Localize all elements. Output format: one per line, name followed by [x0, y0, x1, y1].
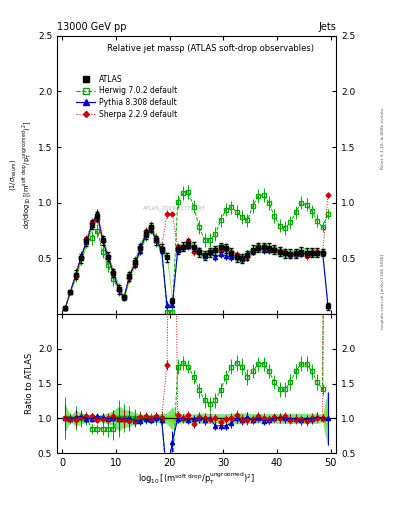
X-axis label: $\log_{10}$[(m$^{\mathrm{soft\ drop}}$/p$_\mathrm{T}^{\mathrm{ungroomed}}$)$^{2}: $\log_{10}$[(m$^{\mathrm{soft\ drop}}$/p…	[138, 471, 255, 487]
Text: mcplots.cern.ch [arXiv:1306.3436]: mcplots.cern.ch [arXiv:1306.3436]	[381, 254, 385, 329]
Text: ATLAS_2019_I1772093: ATLAS_2019_I1772093	[143, 205, 206, 211]
Y-axis label: Ratio to ATLAS: Ratio to ATLAS	[25, 353, 33, 414]
Text: 13000 GeV pp: 13000 GeV pp	[57, 22, 127, 32]
Text: Rivet 3.1.10, ≥ 400k events: Rivet 3.1.10, ≥ 400k events	[381, 108, 385, 169]
Text: Jets: Jets	[318, 22, 336, 32]
Y-axis label: $(1/\sigma_\mathrm{resum})$
d$\sigma$/d$\log_{10}$[(m$^{\mathrm{soft\ drop}}$/p$: $(1/\sigma_\mathrm{resum})$ d$\sigma$/d$…	[8, 121, 33, 229]
Legend: ATLAS, Herwig 7.0.2 default, Pythia 8.308 default, Sherpa 2.2.9 default: ATLAS, Herwig 7.0.2 default, Pythia 8.30…	[75, 73, 179, 120]
Text: Relative jet massρ (ATLAS soft-drop observables): Relative jet massρ (ATLAS soft-drop obse…	[107, 44, 314, 53]
